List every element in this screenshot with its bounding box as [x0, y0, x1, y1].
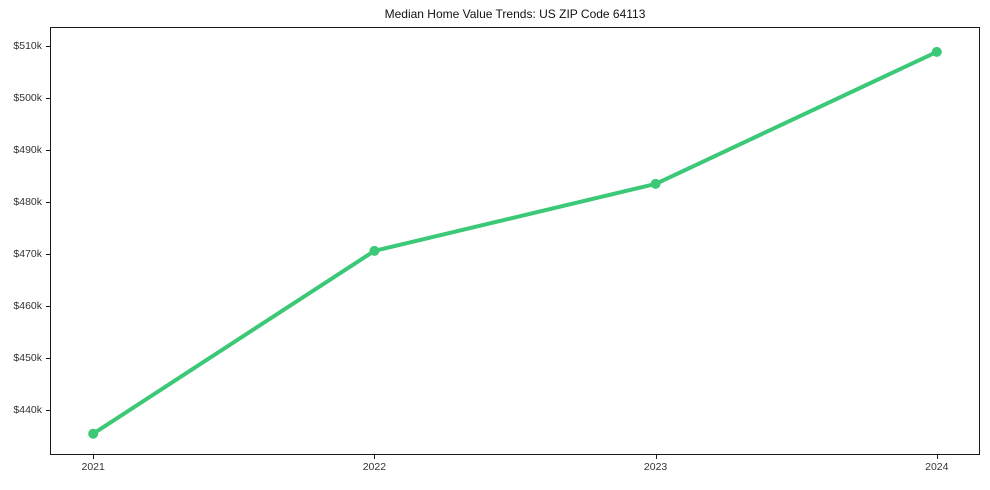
y-tick-label: $500k — [13, 92, 42, 105]
y-tick-label: $470k — [13, 247, 42, 260]
y-tick-label: $490k — [13, 144, 42, 157]
y-tick-mark — [46, 409, 50, 411]
y-tick-mark — [46, 253, 50, 255]
x-tick-label: 2022 — [362, 461, 387, 473]
y-tick-label: $480k — [13, 196, 42, 209]
x-tick-label: 2024 — [925, 461, 949, 473]
y-tick-label: $440k — [13, 403, 42, 416]
x-tick-mark — [936, 455, 938, 459]
y-tick-mark — [46, 46, 50, 48]
y-tick-mark — [46, 357, 50, 359]
chart-title: Median Home Value Trends: US ZIP Code 64… — [384, 7, 646, 21]
y-tick-mark — [46, 98, 50, 100]
x-tick-mark — [93, 455, 95, 459]
x-tick-mark — [374, 455, 376, 459]
y-tick-label: $510k — [13, 40, 42, 53]
y-tick-mark — [46, 305, 50, 307]
plot-area — [50, 27, 980, 455]
y-tick-mark — [46, 150, 50, 152]
data-point-marker — [650, 178, 661, 189]
trend-line — [91, 49, 939, 436]
data-point-marker — [88, 428, 99, 439]
x-tick-label: 2021 — [81, 461, 105, 473]
x-tick-label: 2023 — [643, 461, 668, 473]
y-tick-label: $460k — [13, 299, 42, 312]
data-point-marker — [369, 245, 380, 256]
data-point-marker — [931, 46, 942, 57]
chart-canvas — [88, 46, 942, 439]
y-tick-label: $450k — [13, 351, 42, 364]
x-tick-mark — [655, 455, 657, 459]
y-tick-mark — [46, 202, 50, 204]
